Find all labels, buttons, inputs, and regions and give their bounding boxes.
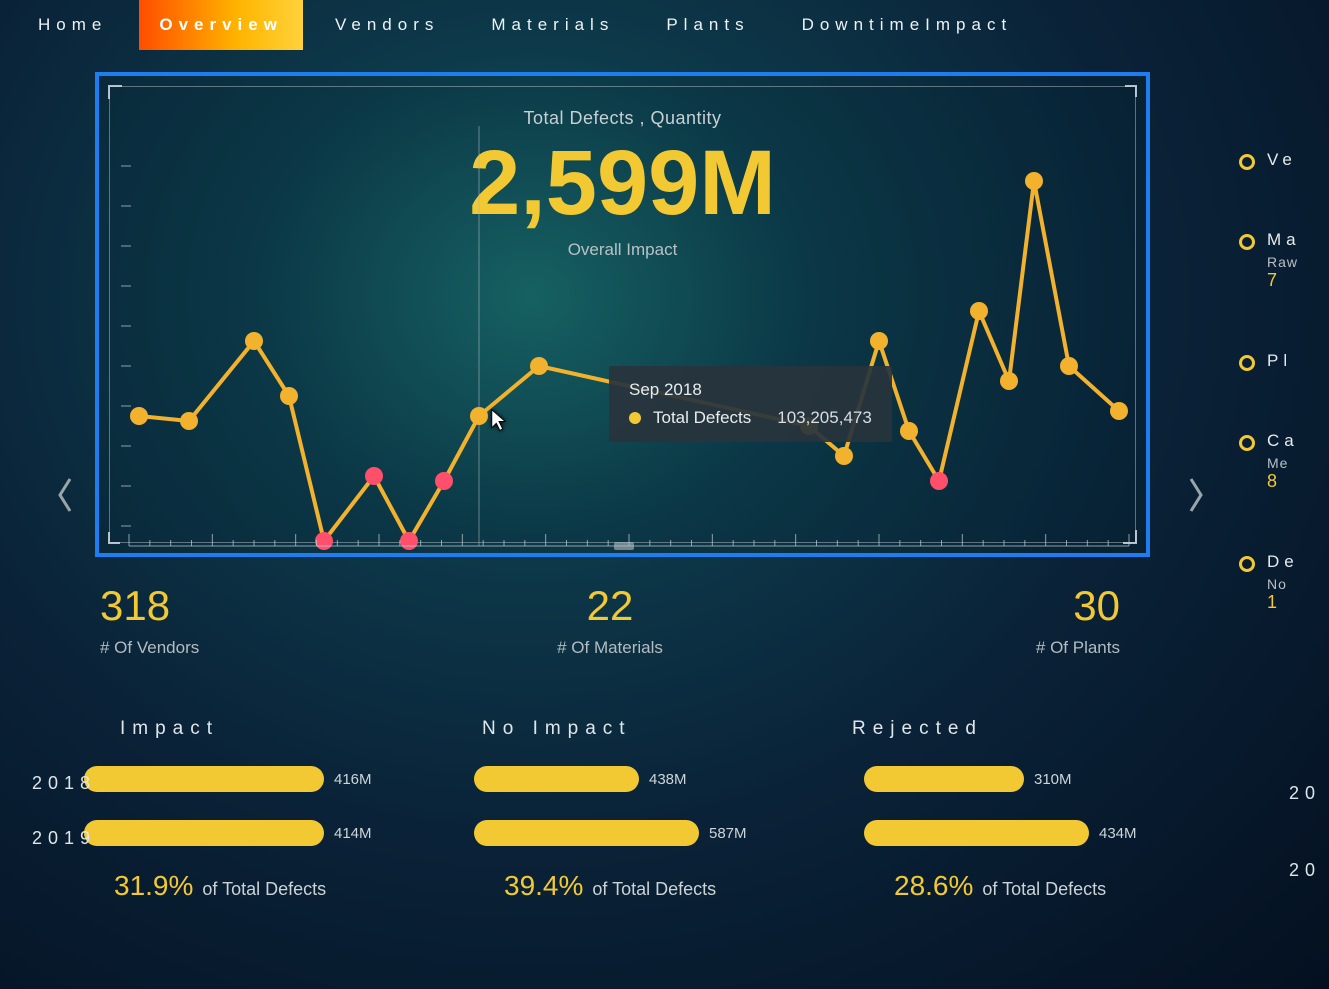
bar-value: 587M [709, 825, 747, 842]
side-sub: No [1267, 576, 1299, 592]
bar-row: 438M [474, 764, 782, 794]
side-val: 7 [1267, 270, 1301, 291]
ring-icon [1239, 355, 1255, 371]
kpi-value: 22 [440, 582, 780, 630]
side-label: Ve [1267, 150, 1297, 170]
bars-section: 2018 2019 Impact 416M 414M 31.9% of Total D… [32, 718, 1202, 902]
tooltip-series-value: 103,205,473 [777, 408, 872, 428]
side-item[interactable]: Ma Raw7 [1239, 230, 1329, 291]
side-label: Pl [1267, 351, 1292, 371]
side-label: Ca [1267, 431, 1299, 451]
ring-icon [1239, 435, 1255, 451]
kpi-label: # Of Plants [780, 638, 1120, 658]
nav-vendors[interactable]: Vendors [315, 0, 459, 50]
bar-fill [84, 820, 324, 846]
nav-materials[interactable]: Materials [471, 0, 634, 50]
bar-row: 310M [864, 764, 1172, 794]
bar-row: 416M [84, 764, 392, 794]
tooltip-series-label: Total Defects [653, 408, 751, 428]
bar-column-title: No Impact [482, 718, 782, 740]
nav-plants[interactable]: Plants [646, 0, 769, 50]
bar-pct: 28.6% of Total Defects [894, 870, 1172, 902]
kpi-value: 318 [100, 582, 440, 630]
bar-fill [864, 766, 1024, 792]
bar-fill [864, 820, 1089, 846]
kpi-value: 30 [780, 582, 1120, 630]
bar-value: 434M [1099, 825, 1137, 842]
bar-row: 434M [864, 818, 1172, 848]
bar-value: 414M [334, 825, 372, 842]
bar-fill [474, 820, 699, 846]
side-years: 20 20 [1289, 727, 1321, 881]
bar-fill [474, 766, 639, 792]
side-label: Ma [1267, 230, 1301, 250]
kpi: 318 # Of Vendors [100, 582, 440, 658]
side-val: 1 [1267, 592, 1299, 613]
bar-column-title: Rejected [852, 718, 1172, 740]
side-label: De [1267, 552, 1299, 572]
bar-value: 438M [649, 771, 687, 788]
bar-row: 414M [84, 818, 392, 848]
year-label: 2018 [32, 773, 96, 794]
side-item[interactable]: Ve [1239, 150, 1329, 170]
side-item[interactable]: Pl [1239, 351, 1329, 371]
nav-downtimeimpact[interactable]: DowntimeImpact [782, 0, 1033, 50]
chart-tooltip: Sep 2018 Total Defects 103,205,473 [609, 366, 892, 442]
side-sub: Raw [1267, 254, 1301, 270]
tooltip-title: Sep 2018 [629, 380, 872, 400]
side-sub: Me [1267, 455, 1299, 471]
line-chart[interactable] [109, 86, 1144, 551]
bar-pct: 39.4% of Total Defects [504, 870, 782, 902]
next-arrow[interactable] [1181, 469, 1211, 521]
ring-icon [1239, 154, 1255, 170]
bar-column: Rejected 310M 434M 28.6% of Total Defects [812, 718, 1202, 902]
side-val: 8 [1267, 471, 1299, 492]
bar-pct: 31.9% of Total Defects [114, 870, 392, 902]
prev-arrow[interactable] [50, 469, 80, 521]
ring-icon [1239, 556, 1255, 572]
kpi-label: # Of Vendors [100, 638, 440, 658]
tooltip-dot-icon [629, 412, 641, 424]
bar-column-title: Impact [120, 718, 392, 740]
kpi: 30 # Of Plants [780, 582, 1150, 658]
bar-value: 310M [1034, 771, 1072, 788]
bar-column: Impact 416M 414M 31.9% of Total Defects [32, 718, 422, 902]
nav-home[interactable]: Home [18, 0, 127, 50]
kpi: 22 # Of Materials [440, 582, 780, 658]
bar-fill [84, 766, 324, 792]
top-nav: HomeOverviewVendorsMaterialsPlants Downti… [0, 0, 1329, 50]
kpi-row: 318 # Of Vendors22 # Of Materials30 # Of Pl… [100, 582, 1150, 658]
bar-value: 416M [334, 771, 372, 788]
year-label: 2019 [32, 828, 96, 849]
bar-row: 587M [474, 818, 782, 848]
side-indicators: Ve Ma Raw7 Pl Ca Me8 De No1 [1239, 150, 1329, 673]
kpi-label: # Of Materials [440, 638, 780, 658]
bar-column: No Impact 438M 587M 39.4% of Total Defects [422, 718, 812, 902]
defects-chart-card[interactable]: Total Defects , Quantity 2,599M Overall … [95, 72, 1150, 557]
nav-overview[interactable]: Overview [139, 0, 303, 50]
side-item[interactable]: Ca Me8 [1239, 431, 1329, 492]
ring-icon [1239, 234, 1255, 250]
side-item[interactable]: De No1 [1239, 552, 1329, 613]
